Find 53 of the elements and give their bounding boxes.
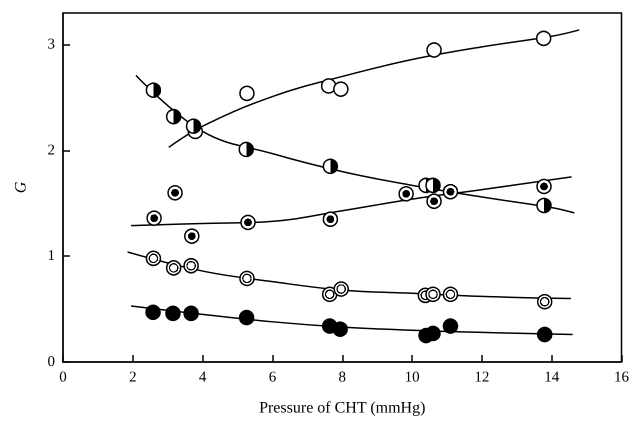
x-tick-label: 16 xyxy=(614,370,630,386)
y-tick-label: 2 xyxy=(48,142,55,158)
y-tick-label: 3 xyxy=(48,36,55,53)
point xyxy=(146,250,162,266)
x-tick-label: 4 xyxy=(198,370,207,386)
y-tick-label: 0 xyxy=(48,354,55,370)
point xyxy=(145,304,161,320)
point xyxy=(183,306,199,322)
point xyxy=(239,86,255,102)
point xyxy=(425,178,441,194)
point xyxy=(238,310,254,326)
x-tick-label: 8 xyxy=(338,370,346,386)
x-tick-label: 0 xyxy=(59,370,67,386)
point xyxy=(333,281,349,297)
point xyxy=(332,321,348,337)
line-series xyxy=(168,29,580,148)
x-axis-title: Pressure of CHT (mmHg) xyxy=(259,400,426,416)
point xyxy=(186,118,202,134)
point xyxy=(333,81,349,97)
point xyxy=(320,78,336,94)
point xyxy=(238,142,254,158)
point xyxy=(166,260,182,276)
point xyxy=(425,286,441,302)
point xyxy=(426,194,442,209)
point xyxy=(536,294,552,310)
x-tick-label: 12 xyxy=(474,370,490,386)
point xyxy=(322,286,338,302)
point xyxy=(165,306,181,322)
x-tick-label: 2 xyxy=(129,370,137,386)
point xyxy=(183,258,199,274)
point xyxy=(322,211,338,227)
point xyxy=(146,82,162,98)
point xyxy=(536,30,552,46)
point xyxy=(166,108,182,124)
point xyxy=(442,318,458,334)
point xyxy=(167,185,183,201)
point xyxy=(240,214,256,230)
point xyxy=(398,186,414,202)
x-tick-label: 14 xyxy=(544,370,560,386)
point xyxy=(184,228,200,244)
point xyxy=(442,184,458,200)
point xyxy=(322,158,338,174)
x-tick-label: 10 xyxy=(404,370,420,386)
point xyxy=(536,326,552,342)
x-tick-label: 6 xyxy=(268,370,277,386)
y-axis-title: G xyxy=(12,181,30,194)
point xyxy=(536,198,552,214)
point xyxy=(536,178,552,194)
point xyxy=(442,286,458,302)
point xyxy=(426,42,442,58)
point xyxy=(239,270,255,286)
point xyxy=(146,210,162,226)
y-tick-label: 1 xyxy=(48,248,55,264)
